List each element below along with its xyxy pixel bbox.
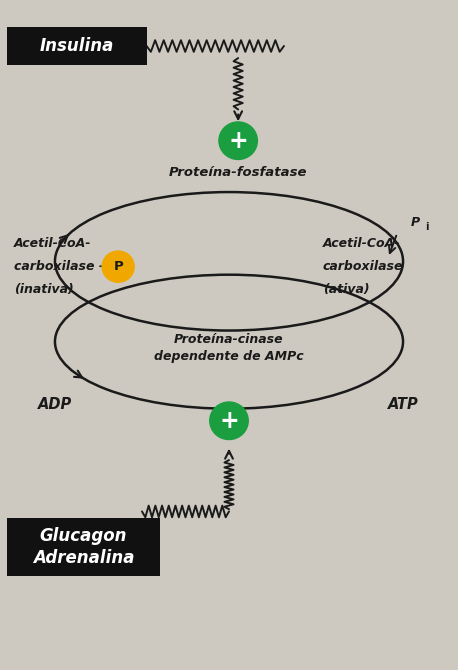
Text: +: + [219,409,239,433]
Text: Insulina: Insulina [39,37,114,55]
Text: ATP: ATP [387,397,419,412]
Text: Proteína-cinase
dependente de AMPc: Proteína-cinase dependente de AMPc [154,334,304,363]
Text: ADP: ADP [38,397,72,412]
Text: Proteína-fosfatase: Proteína-fosfatase [169,166,307,179]
Text: i: i [425,222,428,232]
Text: P: P [113,260,123,273]
Text: +: + [228,129,248,153]
Text: Acetil-CoA-: Acetil-CoA- [323,237,400,250]
Text: (ativa): (ativa) [323,283,370,296]
Circle shape [210,402,248,440]
Circle shape [219,122,257,159]
FancyBboxPatch shape [7,518,160,576]
Text: Acetil-CoA-: Acetil-CoA- [14,237,91,250]
FancyBboxPatch shape [7,27,147,65]
Text: P: P [411,216,420,229]
Text: (inativa): (inativa) [14,283,73,296]
Text: carboxilase: carboxilase [323,260,403,273]
Text: carboxilase –: carboxilase – [14,260,105,273]
Text: Glucagon
Adrenalina: Glucagon Adrenalina [33,527,134,567]
Circle shape [102,251,134,282]
